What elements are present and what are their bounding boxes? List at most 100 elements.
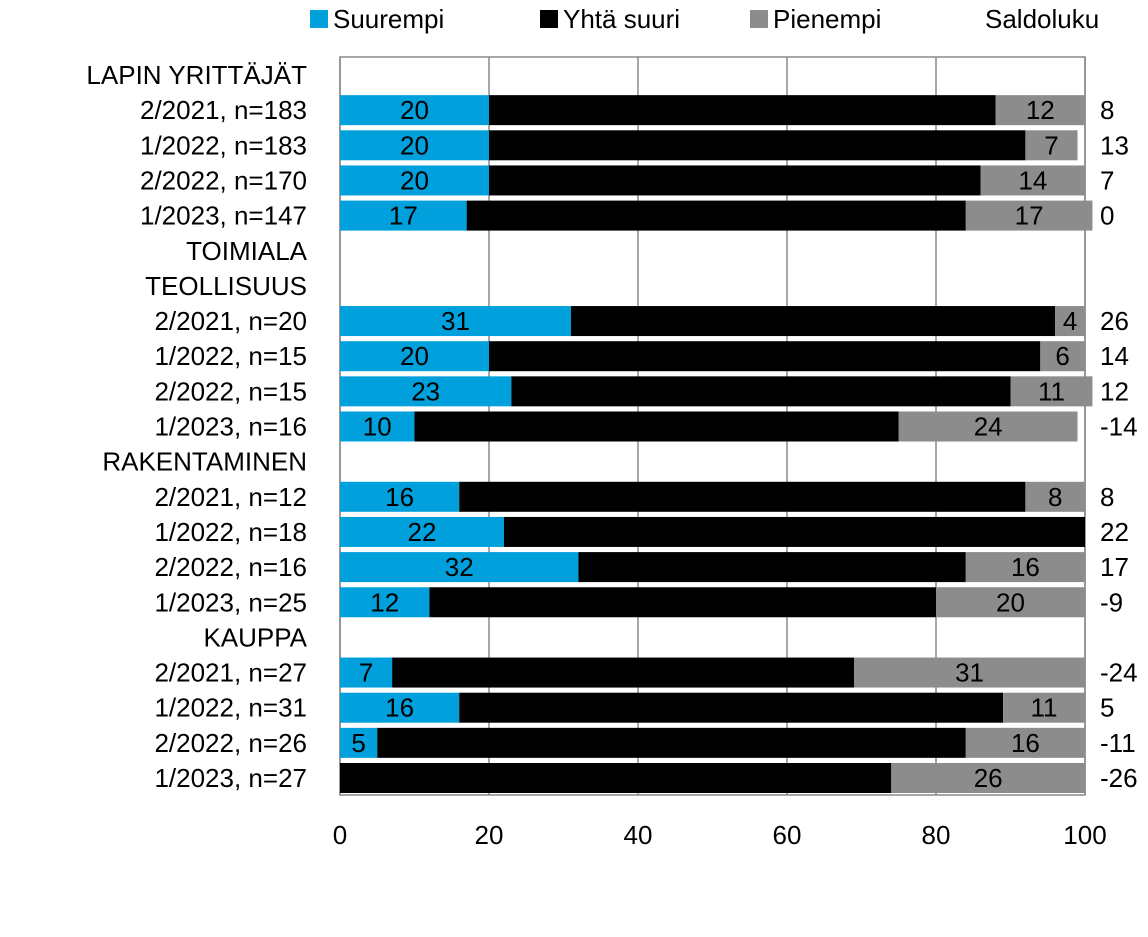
bar <box>340 411 415 442</box>
bar <box>489 95 996 126</box>
bar-value-label: 17 <box>389 201 418 231</box>
bar <box>466 200 966 231</box>
bar-value-label: 16 <box>1011 728 1040 758</box>
bar-value-label: 10 <box>363 412 392 442</box>
y-tick-label: LAPIN YRITTÄJÄT <box>86 60 307 90</box>
bar-value-label: 52 <box>758 552 787 582</box>
bar-value-label: 16 <box>385 693 414 723</box>
bar <box>1055 306 1085 337</box>
saldo-label: 12 <box>1100 376 1129 406</box>
bar <box>340 692 460 723</box>
bar-value-label: 65 <box>642 412 671 442</box>
bar-value-label: 7 <box>359 658 373 688</box>
y-tick-label: 1/2023, n=25 <box>154 587 307 617</box>
bar <box>578 552 966 583</box>
bar <box>340 763 892 793</box>
saldo-label: -9 <box>1100 587 1123 617</box>
bar <box>965 200 1093 231</box>
bar <box>340 552 579 583</box>
x-tick-label: 40 <box>624 820 653 850</box>
bar-value-label: 14 <box>1018 165 1047 195</box>
bar-value-label: 20 <box>996 587 1025 617</box>
bar <box>392 657 855 688</box>
saldo-label: 7 <box>1100 165 1114 195</box>
bar <box>898 411 1078 442</box>
bar <box>936 587 1085 618</box>
bar-value-label: 31 <box>955 658 984 688</box>
x-tick-label: 60 <box>773 820 802 850</box>
bar <box>489 341 1041 372</box>
y-tick-label: 2/2022, n=16 <box>154 552 307 582</box>
saldo-label: 17 <box>1100 552 1129 582</box>
bar-value-label: 65 <box>799 306 828 336</box>
saldo-label: -14 <box>1100 412 1138 442</box>
bar-value-label: 62 <box>609 658 638 688</box>
y-tick-label: TEOLLISUUS <box>145 271 307 301</box>
bar <box>340 657 393 688</box>
bar <box>377 727 966 758</box>
y-tick-label: 1/2023, n=27 <box>154 763 307 793</box>
bar <box>414 411 899 442</box>
bar <box>503 516 1085 547</box>
bar <box>340 306 571 337</box>
legend-label: Yhtä suuri <box>563 4 680 34</box>
legend-swatch <box>310 10 328 28</box>
y-tick-label: 2/2022, n=26 <box>154 728 307 758</box>
bar <box>1025 130 1078 161</box>
bar <box>489 165 981 196</box>
bar <box>340 165 489 196</box>
saldo-label: 0 <box>1100 201 1114 231</box>
bar <box>429 587 936 618</box>
bar-value-label: 79 <box>657 728 686 758</box>
bar-value-label: 20 <box>400 165 429 195</box>
saldo-label: 8 <box>1100 95 1114 125</box>
bar <box>340 130 489 161</box>
y-tick-label: 1/2023, n=16 <box>154 412 307 442</box>
bar <box>891 763 1085 793</box>
bar-value-label: 11 <box>1038 376 1065 406</box>
bar <box>965 552 1085 583</box>
bar-value-label: 11 <box>1031 693 1058 723</box>
y-tick-label: TOIMIALA <box>186 236 308 266</box>
bar-value-label: 17 <box>1015 201 1044 231</box>
bar <box>340 200 467 231</box>
bar <box>340 516 504 547</box>
bar <box>965 727 1085 758</box>
x-tick-label: 20 <box>475 820 504 850</box>
bar <box>340 376 512 407</box>
bar-value-label: 22 <box>407 517 436 547</box>
y-tick-label: 2/2021, n=12 <box>154 482 307 512</box>
saldo-label: 22 <box>1100 517 1129 547</box>
bar-value-label: 12 <box>1026 95 1055 125</box>
y-tick-label: 1/2022, n=31 <box>154 693 307 723</box>
bar-value-label: 20 <box>400 95 429 125</box>
bar-value-label: 66 <box>720 165 749 195</box>
y-tick-label: KAUPPA <box>203 622 307 652</box>
bar-value-label: 5 <box>351 728 365 758</box>
bar-value-label: 26 <box>974 763 1003 793</box>
legend-label: Saldoluku <box>985 4 1099 34</box>
bar-value-label: 76 <box>728 482 757 512</box>
y-tick-label: RAKENTAMINEN <box>102 447 307 477</box>
bar-value-label: 4 <box>1063 306 1077 336</box>
saldo-label: -11 <box>1100 728 1136 758</box>
legend-swatch <box>750 10 768 28</box>
y-tick-label: 2/2021, n=20 <box>154 306 307 336</box>
bar-value-label: 16 <box>385 482 414 512</box>
y-tick-label: 2/2022, n=15 <box>154 376 307 406</box>
bar <box>995 95 1085 126</box>
y-tick-label: 2/2021, n=183 <box>140 95 307 125</box>
bar-value-label: 73 <box>717 693 746 723</box>
bar-value-label: 7 <box>1044 130 1058 160</box>
bar-value-label: 23 <box>411 376 440 406</box>
bar <box>340 727 378 758</box>
saldo-label: 8 <box>1100 482 1114 512</box>
bar-value-label: 67 <box>746 376 775 406</box>
bar-value-label: 68 <box>668 587 697 617</box>
bar-value-label: 72 <box>743 130 772 160</box>
bar <box>1010 376 1093 407</box>
bar-value-label: 74 <box>750 341 779 371</box>
x-tick-label: 100 <box>1063 820 1106 850</box>
bar <box>340 587 430 618</box>
saldo-label: -24 <box>1100 658 1138 688</box>
